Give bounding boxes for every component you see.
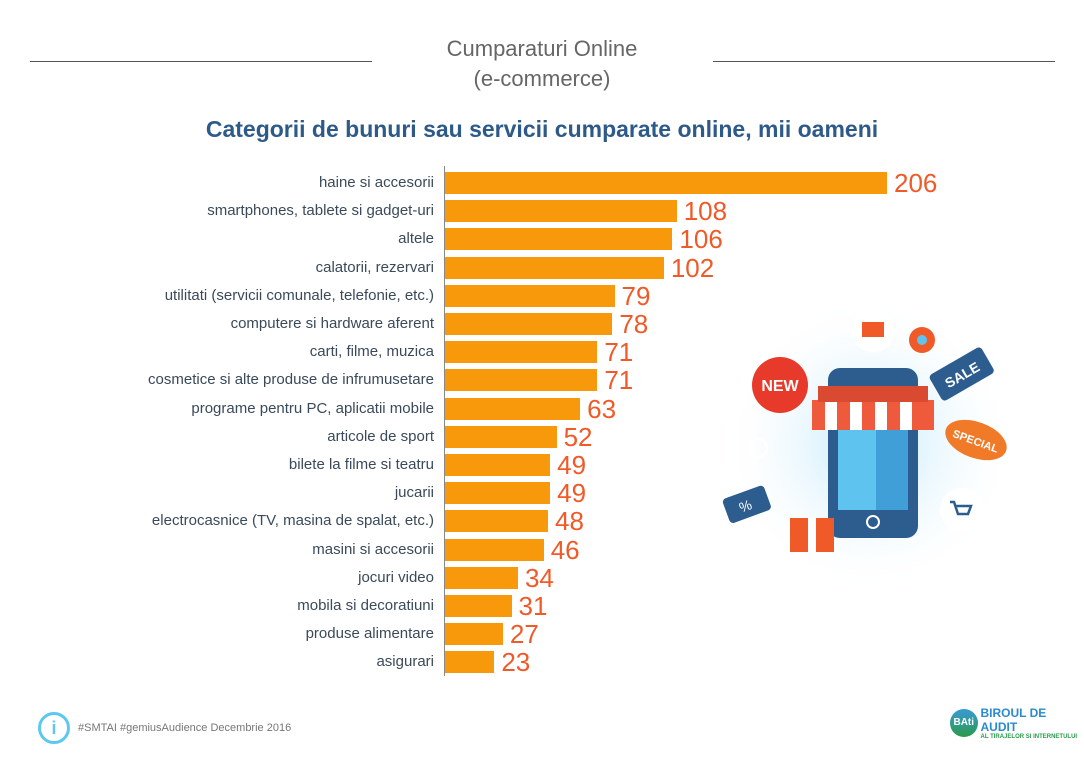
value-label: 52: [563, 421, 593, 452]
shopping-illustration: NEW SALE SPECIAL %: [720, 295, 1020, 590]
bar: [445, 454, 551, 476]
bar: [445, 200, 677, 223]
category-label: carti, filme, muzica: [309, 343, 434, 361]
bar: [445, 425, 557, 448]
value-label: 34: [524, 562, 554, 593]
footer: i #SMTAI #gemiusAudience Decembrie 2016: [38, 712, 291, 744]
bar: [445, 369, 598, 392]
value-label: 27: [509, 619, 539, 650]
bar: [445, 566, 518, 589]
value-label: 106: [679, 224, 723, 255]
category-label: articole de sport: [327, 427, 434, 445]
source-text: #SMTAI #gemiusAudience Decembrie 2016: [78, 722, 292, 734]
awning-icon: [812, 386, 934, 430]
value-label: 48: [554, 506, 584, 537]
category-label: bilete la filme si teatru: [288, 456, 434, 473]
bar: [445, 595, 512, 617]
value-label: 46: [550, 534, 580, 565]
new-badge: [752, 357, 808, 413]
divider-right: [713, 61, 1055, 62]
category-label: jucarii: [394, 484, 434, 502]
value-label: 71: [604, 365, 634, 396]
bar: [445, 284, 615, 307]
category-label: asigurari: [376, 653, 434, 671]
category-label: programe pentru PC, aplicatii mobile: [191, 399, 434, 417]
category-label: haine si accesorii: [318, 174, 434, 191]
value-label: 49: [557, 450, 587, 480]
chart-title: Categorii de bunuri sau servicii cumpara…: [205, 116, 879, 142]
value-label: 78: [619, 309, 649, 339]
bar: [445, 256, 664, 279]
value-label: 31: [518, 591, 548, 621]
cart-icon: [940, 488, 984, 532]
bar: [445, 228, 673, 251]
bar: [445, 651, 495, 674]
category-label: smartphones, tablete si gadget-uri: [207, 202, 434, 220]
value-label: 63: [587, 393, 617, 424]
bar: [445, 397, 581, 420]
value-label: 206: [894, 168, 938, 198]
category-label: computere si hardware aferent: [230, 315, 434, 332]
value-label: 102: [670, 252, 715, 283]
new-badge-text: NEW: [761, 378, 799, 395]
info-icon[interactable]: i: [38, 712, 70, 744]
page-title: Cumparaturi Online (e-commerce): [0, 34, 1084, 94]
value-label: 49: [557, 478, 587, 509]
category-label: altele: [398, 230, 434, 248]
bar: [445, 510, 548, 533]
percent-tag: %: [722, 485, 771, 523]
bar: [445, 482, 551, 505]
category-label: jocuri video: [358, 568, 434, 586]
title-line-2: (e-commerce): [473, 66, 611, 91]
category-label: calatorii, rezervari: [315, 258, 434, 276]
value-label: 79: [621, 280, 651, 311]
svg-text:%: %: [737, 496, 754, 515]
category-label: mobila si decoratiuni: [297, 597, 434, 614]
divider-left: [30, 61, 372, 62]
bar: [445, 341, 598, 364]
category-label: produse alimentare: [305, 625, 434, 643]
value-label: 71: [604, 337, 634, 368]
bar: [445, 313, 613, 335]
bar: [445, 538, 544, 561]
special-badge: SPECIAL: [945, 419, 1007, 461]
bar: [445, 172, 887, 194]
category-label: utilitati (servicii comunale, telefonie,…: [164, 286, 434, 304]
bati-logo: BAti BIROUL DE AUDIT AL TIRAJELOR SI INTE…: [950, 706, 1084, 740]
category-label: cosmetice si alte produse de infrumuseta…: [148, 371, 434, 389]
value-label: 23: [501, 647, 531, 678]
bar: [445, 623, 503, 646]
y-axis-line: [444, 166, 445, 676]
title-line-1: Cumparaturi Online: [446, 36, 638, 61]
category-label: electrocasnice (TV, masina de spalat, et…: [151, 512, 434, 530]
category-label: masini si accesorii: [312, 540, 434, 558]
value-label: 108: [683, 196, 728, 227]
